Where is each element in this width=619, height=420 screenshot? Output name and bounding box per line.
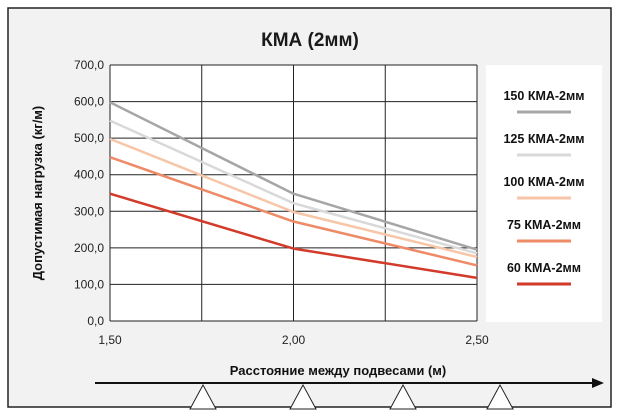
legend-entries: 150 КМА-2мм 125 КМА-2мм 100 КМА-2мм 75 КМА-… — [503, 89, 585, 286]
y-tick-label: 200,0 — [74, 241, 104, 255]
y-tick-label: 700,0 — [74, 58, 104, 72]
support-diagram — [95, 378, 604, 410]
y-tick-label: 300,0 — [74, 204, 104, 218]
triangle-support-icon — [389, 383, 417, 410]
arrow-head — [592, 378, 604, 388]
y-tick-label: 100,0 — [74, 277, 104, 291]
y-tick-label: 600,0 — [74, 95, 104, 109]
y-tick-label: 0,0 — [87, 314, 104, 328]
triangle-support-icon — [189, 383, 217, 410]
triangle-support-icon — [486, 383, 514, 410]
legend-label: 150 КМА-2мм — [503, 89, 584, 103]
series-line — [109, 101, 478, 251]
y-axis-title: Допустимая нагрузка (кг/м) — [30, 106, 45, 281]
legend — [486, 65, 602, 322]
x-tick-labels: 1,50 2,00 2,50 — [98, 333, 489, 347]
x-tick-label: 1,50 — [98, 333, 122, 347]
x-axis-title: Расстояние между подвесами (м) — [230, 363, 446, 378]
gridlines — [109, 64, 478, 322]
series-line — [109, 155, 478, 267]
x-tick-label: 2,50 — [465, 333, 489, 347]
legend-label: 75 КМА-2мм — [507, 218, 581, 232]
y-tick-label: 500,0 — [74, 131, 104, 145]
legend-label: 125 КМА-2мм — [503, 132, 584, 146]
x-tick-label: 2,00 — [282, 333, 306, 347]
series-line — [109, 192, 478, 280]
series-line — [109, 119, 478, 255]
y-tick-labels: 0,0 100,0 200,0 300,0 400,0 500,0 600,0 700,0 — [74, 58, 104, 328]
triangle-support-icon — [289, 383, 317, 410]
series-lines — [109, 101, 478, 280]
legend-label: 100 КМА-2мм — [503, 175, 584, 189]
chart-title: КМА (2мм) — [261, 30, 359, 51]
legend-label: 60 КМА-2мм — [507, 261, 581, 275]
y-tick-label: 400,0 — [74, 168, 104, 182]
series-line — [109, 137, 478, 259]
